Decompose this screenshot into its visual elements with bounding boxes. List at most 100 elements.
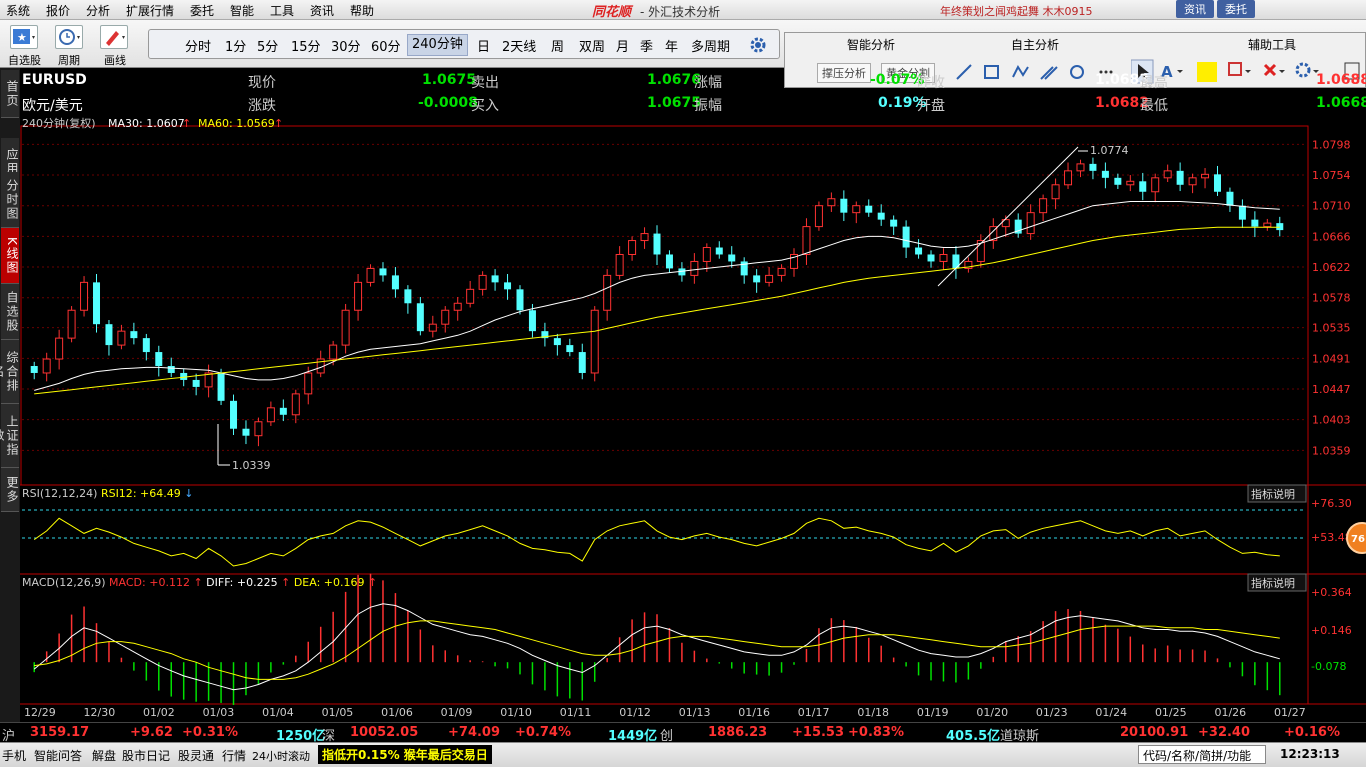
sidebar-tab-more[interactable]: 更多 bbox=[1, 468, 19, 512]
draw-line-button[interactable] bbox=[100, 25, 128, 49]
label-high: 最高 bbox=[1140, 75, 1168, 91]
candle-body-up bbox=[366, 267, 375, 283]
menu-info[interactable]: 资讯 bbox=[310, 4, 335, 18]
period-240m[interactable]: 240分钟 bbox=[407, 34, 468, 56]
cy-change: +15.53 bbox=[792, 725, 845, 740]
menu-smart[interactable]: 智能 bbox=[230, 4, 255, 18]
rect-tool-icon bbox=[984, 65, 999, 79]
sidebar-tab-watchlist[interactable]: 自选股 bbox=[1, 284, 19, 340]
candle-body-up bbox=[1051, 184, 1060, 200]
price-tick-label: 1.0403 bbox=[1312, 414, 1351, 427]
sidebar-tab-kline[interactable]: K线图 bbox=[1, 228, 19, 284]
menu-system[interactable]: 系统 bbox=[6, 4, 31, 18]
menu-help[interactable]: 帮助 bbox=[350, 4, 375, 18]
sidebar-tab-ranking[interactable]: 综合排名 bbox=[0, 340, 19, 404]
label-amplitude: 振幅 bbox=[694, 98, 722, 114]
taskbar-analysis[interactable]: 解盘 bbox=[92, 749, 117, 763]
period-30m[interactable]: 30分 bbox=[331, 40, 361, 55]
period-2week[interactable]: 双周 bbox=[579, 40, 606, 55]
candle-body-up bbox=[42, 358, 51, 374]
candle-body-down bbox=[1176, 170, 1184, 185]
value-high: 1.0688 bbox=[1316, 72, 1366, 88]
taskbar-diary[interactable]: 股市日记 bbox=[122, 749, 171, 763]
candle-body-down bbox=[504, 282, 512, 290]
sh-index: 3159.17 bbox=[30, 725, 90, 740]
support-resistance-button[interactable]: 撑压分析 bbox=[817, 63, 871, 83]
period-15m[interactable]: 15分 bbox=[291, 40, 321, 55]
candle-body-down bbox=[230, 400, 238, 429]
period-60m[interactable]: 60分 bbox=[371, 40, 401, 55]
delete-icon bbox=[1263, 63, 1285, 77]
candle-body-down bbox=[578, 352, 586, 373]
circle-tool-icon bbox=[1070, 65, 1084, 79]
date-tick-label: 01/26 bbox=[1214, 706, 1246, 719]
news-scroll[interactable]: 指低开0.15% 猴年最后交易日 bbox=[318, 745, 492, 764]
label-last: 现价 bbox=[248, 75, 276, 91]
more-tools-icon bbox=[1099, 70, 1113, 74]
date-tick-label: 01/16 bbox=[738, 706, 770, 719]
period-day[interactable]: 日 bbox=[477, 40, 491, 55]
gear-icon[interactable] bbox=[749, 36, 767, 54]
candle-body-down bbox=[952, 254, 960, 269]
candle-body-up bbox=[989, 226, 998, 242]
menu-ext-quote[interactable]: 扩展行情 bbox=[126, 4, 175, 18]
sidebar-tab-sh-index[interactable]: 上证指数 bbox=[0, 404, 19, 468]
period-multi[interactable]: 多周期 bbox=[691, 40, 731, 55]
price-gridlines bbox=[22, 143, 1306, 451]
rsi-info-button[interactable]: 指标说明 bbox=[1247, 484, 1307, 503]
candle-body-up bbox=[1076, 163, 1085, 172]
date-tick-label: 01/03 bbox=[203, 706, 235, 719]
drawing-tools[interactable] bbox=[953, 61, 1143, 83]
period-2day[interactable]: 2天线 bbox=[502, 40, 537, 55]
status-taskbar: 手机 智能问答 解盘 股市日记 股灵通 行情 24小时滚动 指低开0.15% 猴… bbox=[0, 742, 1366, 767]
date-tick-label: 12/30 bbox=[84, 706, 116, 719]
code-search-input[interactable]: 代码/名称/简拼/功能 bbox=[1138, 745, 1266, 764]
menu-analysis[interactable]: 分析 bbox=[86, 4, 111, 18]
news-ticker[interactable]: 年终策划之闻鸡起舞 木木0915 bbox=[940, 5, 1093, 18]
price-tick-label: 1.0447 bbox=[1312, 383, 1351, 396]
menu-tools[interactable]: 工具 bbox=[270, 4, 295, 18]
period-month[interactable]: 月 bbox=[616, 40, 630, 55]
period-5m[interactable]: 5分 bbox=[257, 40, 279, 55]
candle-body-down bbox=[890, 219, 898, 227]
date-tick-label: 01/04 bbox=[262, 706, 294, 719]
taskbar-mobile[interactable]: 手机 bbox=[2, 749, 27, 763]
price-tick-label: 1.0754 bbox=[1312, 169, 1351, 182]
trade-tab[interactable]: 委托 bbox=[1217, 0, 1255, 18]
candle-body-down bbox=[740, 261, 748, 276]
taskbar-24h[interactable]: 24小时滚动 bbox=[252, 750, 310, 763]
taskbar-smart-qa[interactable]: 智能问答 bbox=[34, 749, 83, 763]
info-tab[interactable]: 资讯 bbox=[1176, 0, 1214, 18]
macd-info-button[interactable]: 指标说明 bbox=[1247, 573, 1307, 592]
svg-text:76: 76 bbox=[1351, 534, 1365, 545]
sidebar-tab-home[interactable]: 首页 bbox=[1, 70, 19, 118]
period-button[interactable] bbox=[55, 25, 83, 49]
watchlist-button[interactable]: ★ bbox=[10, 25, 38, 49]
menu-quote[interactable]: 报价 bbox=[46, 4, 71, 18]
period-1m[interactable]: 1分 bbox=[225, 40, 247, 55]
aux-tools[interactable]: A bbox=[1131, 59, 1366, 85]
taskbar-market[interactable]: 行情 bbox=[222, 749, 247, 763]
period-year[interactable]: 年 bbox=[665, 40, 679, 55]
kline-chart[interactable]: 1.0798 1.0754 1.0710 1.0666 1.0622 1.0578 1.05… bbox=[20, 116, 1366, 722]
menu-trade[interactable]: 委托 bbox=[190, 4, 215, 18]
candle-body-down bbox=[167, 366, 175, 373]
sidebar-tab-intraday[interactable]: 分时图 bbox=[1, 172, 19, 228]
period-season[interactable]: 季 bbox=[640, 40, 654, 55]
date-tick-label: 01/12 bbox=[619, 706, 651, 719]
candle-body-up bbox=[976, 240, 985, 262]
sh-label: 沪 bbox=[2, 729, 16, 744]
candle-body-down bbox=[728, 254, 736, 262]
svg-text:指标说明: 指标说明 bbox=[1251, 487, 1295, 501]
value-bid: 1.0675 bbox=[647, 95, 702, 111]
dj-pct: +0.16% bbox=[1284, 725, 1340, 740]
label-change: 涨跌 bbox=[248, 98, 276, 114]
candle-body-down bbox=[30, 366, 38, 373]
period-tick[interactable]: 分时 bbox=[185, 40, 212, 55]
sh-pct: +0.31% bbox=[182, 725, 238, 740]
golden-section-button[interactable]: 黄金分割 bbox=[881, 63, 935, 83]
floating-badge[interactable]: 76 bbox=[1346, 522, 1366, 554]
period-week[interactable]: 周 bbox=[551, 40, 565, 55]
price-axis: 1.0798 1.0754 1.0710 1.0666 1.0622 1.0578 1.05… bbox=[1312, 138, 1351, 457]
taskbar-stock-pal[interactable]: 股灵通 bbox=[178, 749, 215, 763]
